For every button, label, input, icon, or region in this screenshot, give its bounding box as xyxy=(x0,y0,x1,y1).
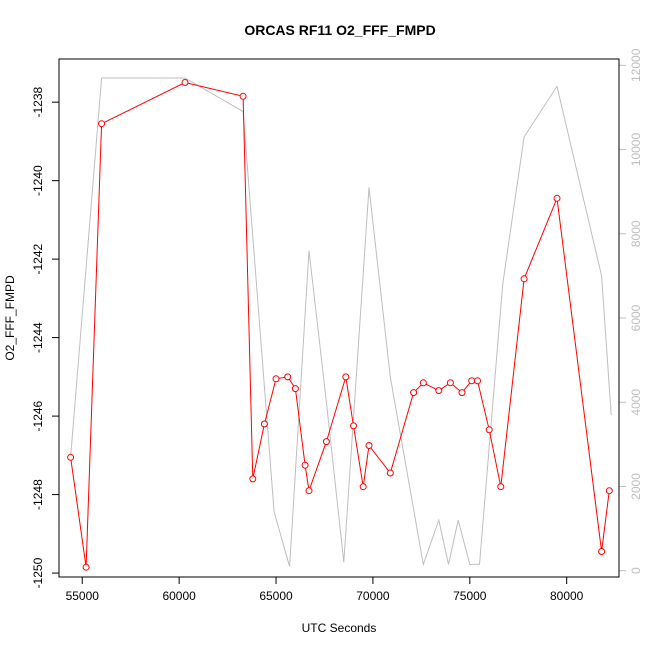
y-tick-label: -1250 xyxy=(31,557,45,588)
x-tick-label: 65000 xyxy=(259,589,293,603)
data-point xyxy=(272,375,280,383)
axes-layer: 55000 60000 65000 70000 75000 80000-1250-1248… xyxy=(31,48,643,603)
x-tick-label: 70000 xyxy=(356,589,390,603)
data-point xyxy=(474,377,481,385)
data-point xyxy=(301,461,309,469)
data-point xyxy=(181,79,189,86)
y-tick-label: -1238 xyxy=(31,87,45,118)
chart-title: ORCAS RF11 O2_FFF_FMPD xyxy=(244,22,435,38)
y2-tick-label: 10000 xyxy=(629,133,643,167)
data-point xyxy=(67,453,75,461)
y-tick-label: -1244 xyxy=(31,322,45,353)
y-tick-label: -1246 xyxy=(31,400,45,431)
y-axis-label: O2_FFF_FMPD xyxy=(3,275,17,361)
y-tick-label: -1248 xyxy=(31,479,45,510)
data-point xyxy=(342,373,350,381)
y2-tick-label: 4000 xyxy=(629,389,643,416)
data-point xyxy=(458,389,466,397)
data-point xyxy=(553,194,561,202)
y2-tick-label: 12000 xyxy=(629,48,643,82)
data-point xyxy=(284,373,292,381)
x-tick-label: 80000 xyxy=(550,589,584,603)
data-point xyxy=(520,275,528,283)
data-point xyxy=(446,379,454,387)
data-point xyxy=(305,487,313,495)
data-point xyxy=(605,487,613,495)
y2-tick-label: 6000 xyxy=(629,304,643,331)
data-point xyxy=(291,385,299,393)
primary-series-line xyxy=(70,81,610,568)
data-point xyxy=(359,483,367,491)
data-point xyxy=(260,420,268,428)
data-point xyxy=(239,92,247,100)
y-tick-label: -1242 xyxy=(31,243,45,274)
y2-tick-label: 0 xyxy=(629,567,643,574)
data-point xyxy=(386,469,394,477)
y2-tick-label: 8000 xyxy=(629,220,643,247)
data-point xyxy=(249,475,257,483)
data-point xyxy=(468,377,476,385)
data-point xyxy=(350,422,357,430)
data-point xyxy=(410,389,418,397)
x-axis-label: UTC Seconds xyxy=(302,621,377,635)
data-point xyxy=(435,387,443,395)
data-point xyxy=(322,438,330,446)
series-layer xyxy=(67,77,613,571)
x-tick-label: 60000 xyxy=(162,589,196,603)
y2-tick-label: 2000 xyxy=(629,473,643,500)
data-point xyxy=(419,379,427,387)
data-point xyxy=(82,563,90,571)
x-tick-label: 75000 xyxy=(453,589,487,603)
data-point xyxy=(365,442,373,449)
y-tick-label: -1240 xyxy=(31,165,45,196)
data-point xyxy=(598,548,606,555)
plot-frame xyxy=(58,58,620,578)
data-point xyxy=(98,120,106,128)
data-point xyxy=(497,483,505,491)
x-tick-label: 55000 xyxy=(66,589,100,603)
secondary-series-line xyxy=(70,77,612,567)
data-point xyxy=(485,426,493,434)
